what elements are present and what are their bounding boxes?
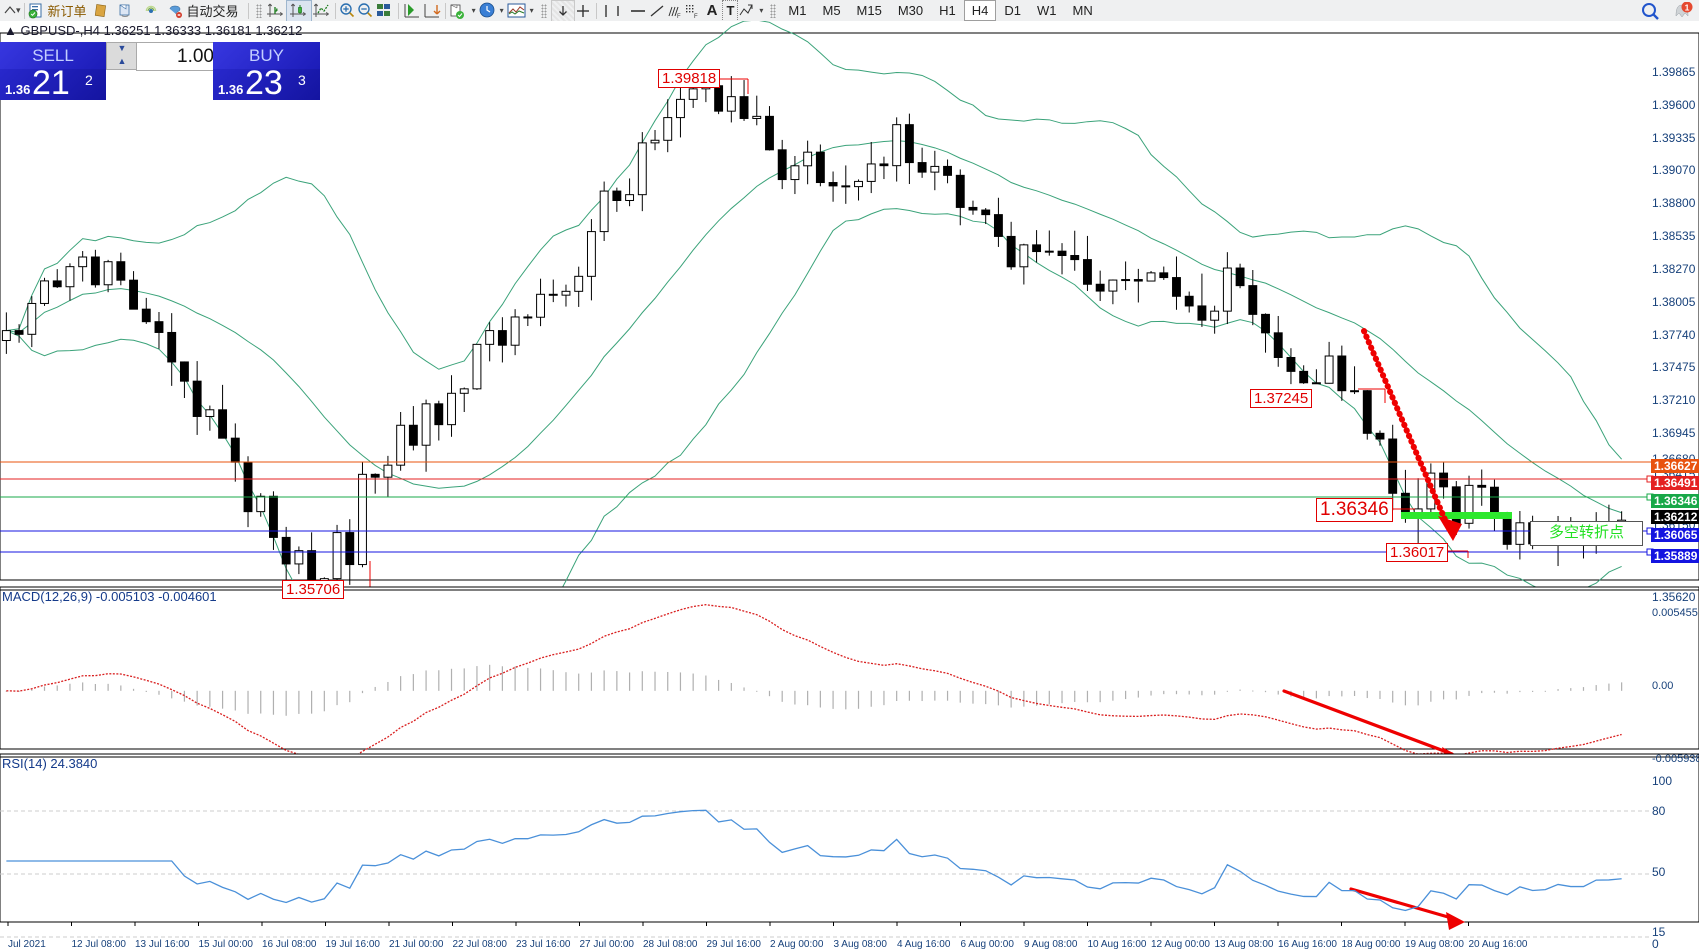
svg-text:F: F — [677, 14, 681, 19]
svg-text:F: F — [694, 14, 698, 19]
svg-text:1: 1 — [1685, 2, 1690, 12]
